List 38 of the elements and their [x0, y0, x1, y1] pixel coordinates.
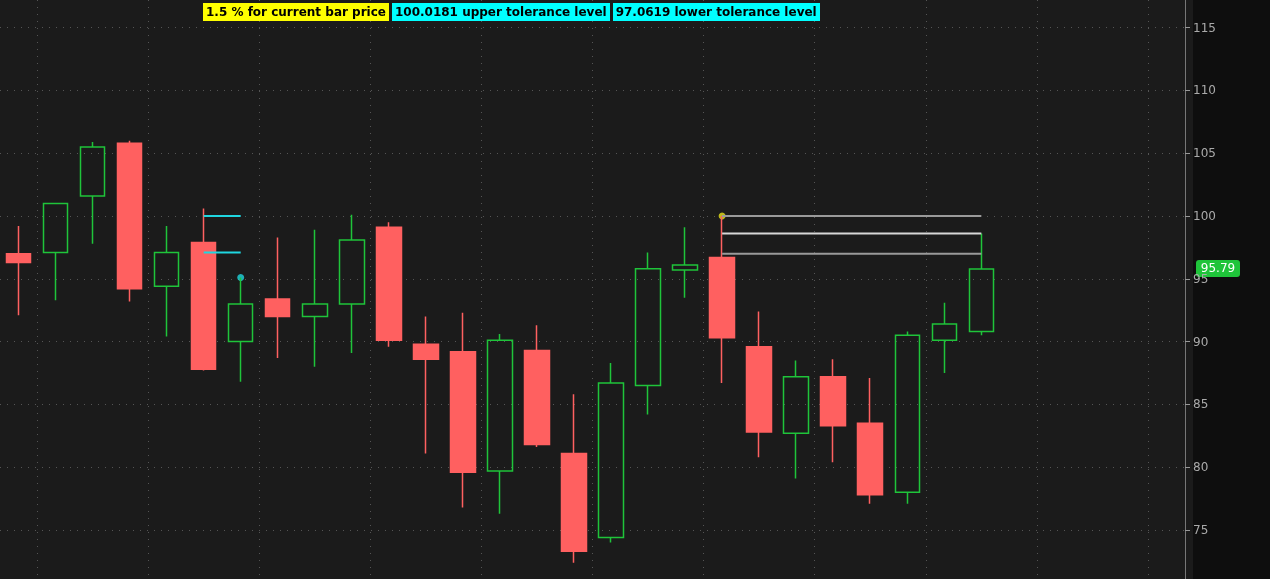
candlestick — [116, 139, 143, 303]
candlestick — [153, 225, 180, 338]
candlestick — [301, 229, 329, 368]
y-tick-label: 85 — [1193, 397, 1209, 412]
candlestick — [560, 393, 588, 564]
candlestick — [449, 311, 477, 509]
candlestick — [338, 214, 366, 354]
candlestick — [264, 236, 291, 359]
candlestick — [819, 358, 847, 463]
annotation: 100.0181 upper tolerance level — [391, 3, 610, 21]
candlestick — [597, 362, 625, 544]
annotation: 97.0619 lower tolerance level — [612, 3, 820, 21]
candlestick — [968, 232, 995, 337]
annotation: 1.5 % for current bar price — [203, 3, 389, 21]
candlestick — [523, 324, 551, 448]
y-tick-label: 90 — [1193, 334, 1209, 349]
candlestick — [412, 315, 440, 455]
candlestick — [190, 207, 217, 372]
candlestick — [894, 330, 921, 505]
candlestick — [5, 225, 32, 316]
y-tick-label: 75 — [1193, 523, 1209, 538]
candlestick — [486, 333, 514, 515]
candlestick — [671, 226, 699, 299]
y-tick-label: 115 — [1193, 20, 1216, 35]
candlestick — [856, 377, 884, 505]
candlestick — [708, 215, 736, 384]
candlestick — [375, 221, 403, 348]
candlestick — [79, 141, 106, 245]
candlestick — [782, 359, 810, 480]
y-tick-label: 105 — [1193, 146, 1216, 161]
y-tick-label: 100 — [1193, 209, 1216, 224]
y-tick-label: 110 — [1193, 83, 1216, 98]
candlestick — [931, 301, 958, 374]
candlestick — [634, 251, 662, 416]
y-tick-label: 80 — [1193, 460, 1209, 475]
candlestick — [42, 202, 69, 301]
candlestick — [227, 276, 254, 383]
candlestick — [745, 310, 773, 458]
